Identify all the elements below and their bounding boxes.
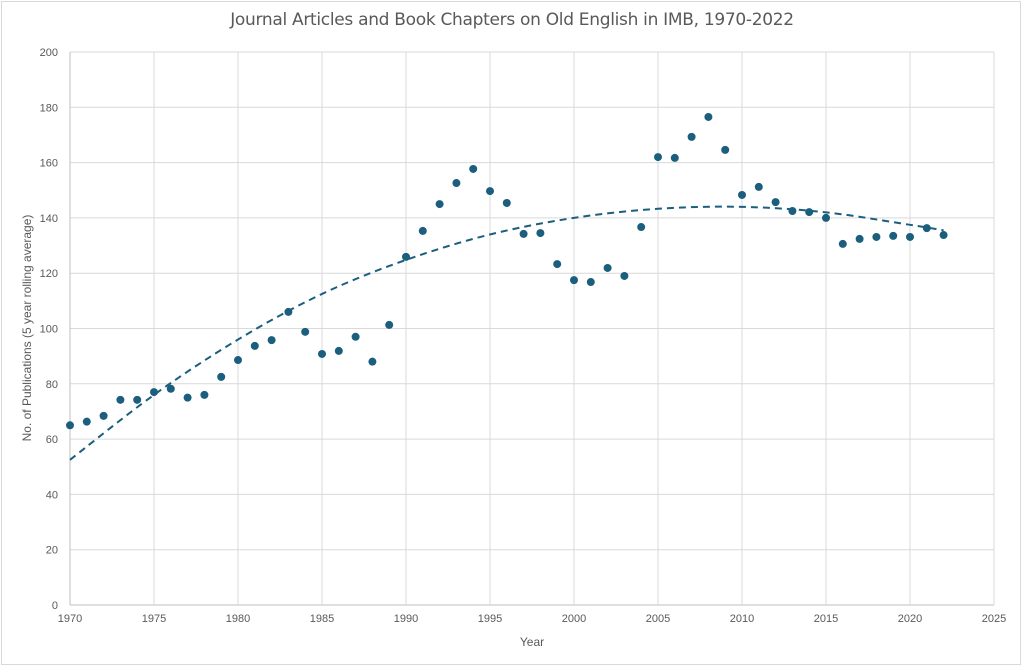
data-point	[889, 231, 898, 240]
data-point	[301, 327, 310, 336]
data-point	[435, 200, 444, 209]
y-tick-labels: 0 20 40 60 80 100 120 140 160 180 200	[40, 47, 58, 612]
data-point	[133, 395, 142, 404]
data-point	[570, 276, 578, 285]
data-point	[66, 421, 74, 430]
x-tick-label: 1980	[226, 613, 250, 625]
data-point	[234, 356, 242, 365]
data-point	[99, 411, 108, 420]
x-axis-label: Year	[520, 635, 544, 649]
data-point	[368, 357, 377, 366]
data-point	[805, 208, 814, 217]
y-tick-label: 40	[46, 489, 58, 501]
data-point	[150, 388, 158, 397]
data-point	[200, 390, 209, 399]
gridlines	[69, 51, 995, 606]
chart-title: Journal Articles and Book Chapters on Ol…	[230, 10, 794, 30]
data-point	[771, 198, 780, 207]
data-point	[452, 179, 461, 188]
data-point	[939, 231, 948, 240]
data-point	[553, 260, 562, 269]
data-point	[486, 187, 494, 196]
data-point	[721, 145, 730, 154]
trendline-group	[69, 205, 944, 461]
trendline	[69, 205, 944, 461]
data-points	[66, 112, 948, 430]
x-tick-label: 2020	[898, 613, 922, 625]
data-point	[183, 393, 192, 402]
data-point	[217, 372, 226, 381]
data-point	[637, 223, 646, 232]
data-point	[738, 190, 746, 199]
data-point	[603, 263, 612, 272]
y-tick-label: 180	[40, 102, 58, 114]
data-point	[906, 232, 914, 241]
data-point	[250, 341, 259, 350]
x-tick-label: 1975	[142, 613, 166, 625]
data-point	[519, 229, 528, 238]
y-tick-label: 80	[46, 379, 58, 391]
x-tick-label: 2005	[646, 613, 670, 625]
data-point	[704, 112, 713, 121]
x-tick-label: 2015	[814, 613, 838, 625]
x-tick-labels: 1970 1975 1980 1985 1990 1995 2000 2005 2010 2015…	[58, 613, 1006, 625]
data-point	[687, 132, 696, 141]
x-tick-label: 2010	[730, 613, 754, 625]
x-tick-label: 2025	[982, 613, 1006, 625]
y-tick-label: 0	[52, 600, 58, 612]
data-point	[82, 417, 91, 426]
data-point	[284, 307, 293, 316]
data-point	[116, 395, 125, 404]
y-tick-label: 100	[40, 324, 58, 336]
data-point	[351, 332, 360, 341]
data-point	[267, 336, 276, 345]
data-point	[334, 346, 343, 355]
data-point	[754, 182, 763, 191]
data-point	[822, 213, 830, 222]
data-point	[670, 153, 679, 162]
y-tick-label: 200	[40, 47, 58, 59]
data-point	[469, 164, 478, 173]
data-point	[385, 320, 394, 329]
data-point	[620, 271, 629, 280]
x-tick-label: 1990	[394, 613, 418, 625]
data-point	[872, 232, 881, 241]
data-point	[788, 206, 797, 215]
data-point	[166, 384, 175, 393]
x-tick-label: 1970	[58, 613, 82, 625]
data-point	[418, 226, 427, 235]
x-tick-label: 1985	[310, 613, 334, 625]
y-tick-label: 140	[40, 213, 58, 225]
x-tick-label: 2000	[562, 613, 586, 625]
y-axis-label: No. of Publications (5 year rolling aver…	[20, 215, 34, 442]
y-tick-label: 120	[40, 268, 58, 280]
data-point	[536, 229, 545, 238]
data-point	[838, 239, 847, 248]
data-point	[855, 234, 864, 243]
data-point	[318, 349, 326, 358]
y-tick-label: 60	[46, 434, 58, 446]
data-point	[586, 278, 595, 287]
data-point	[654, 153, 662, 162]
x-tick-label: 1995	[478, 613, 502, 625]
data-point	[922, 224, 931, 233]
y-tick-label: 160	[40, 158, 58, 170]
data-point	[502, 198, 511, 207]
y-tick-label: 20	[46, 545, 58, 557]
data-point	[402, 252, 410, 261]
